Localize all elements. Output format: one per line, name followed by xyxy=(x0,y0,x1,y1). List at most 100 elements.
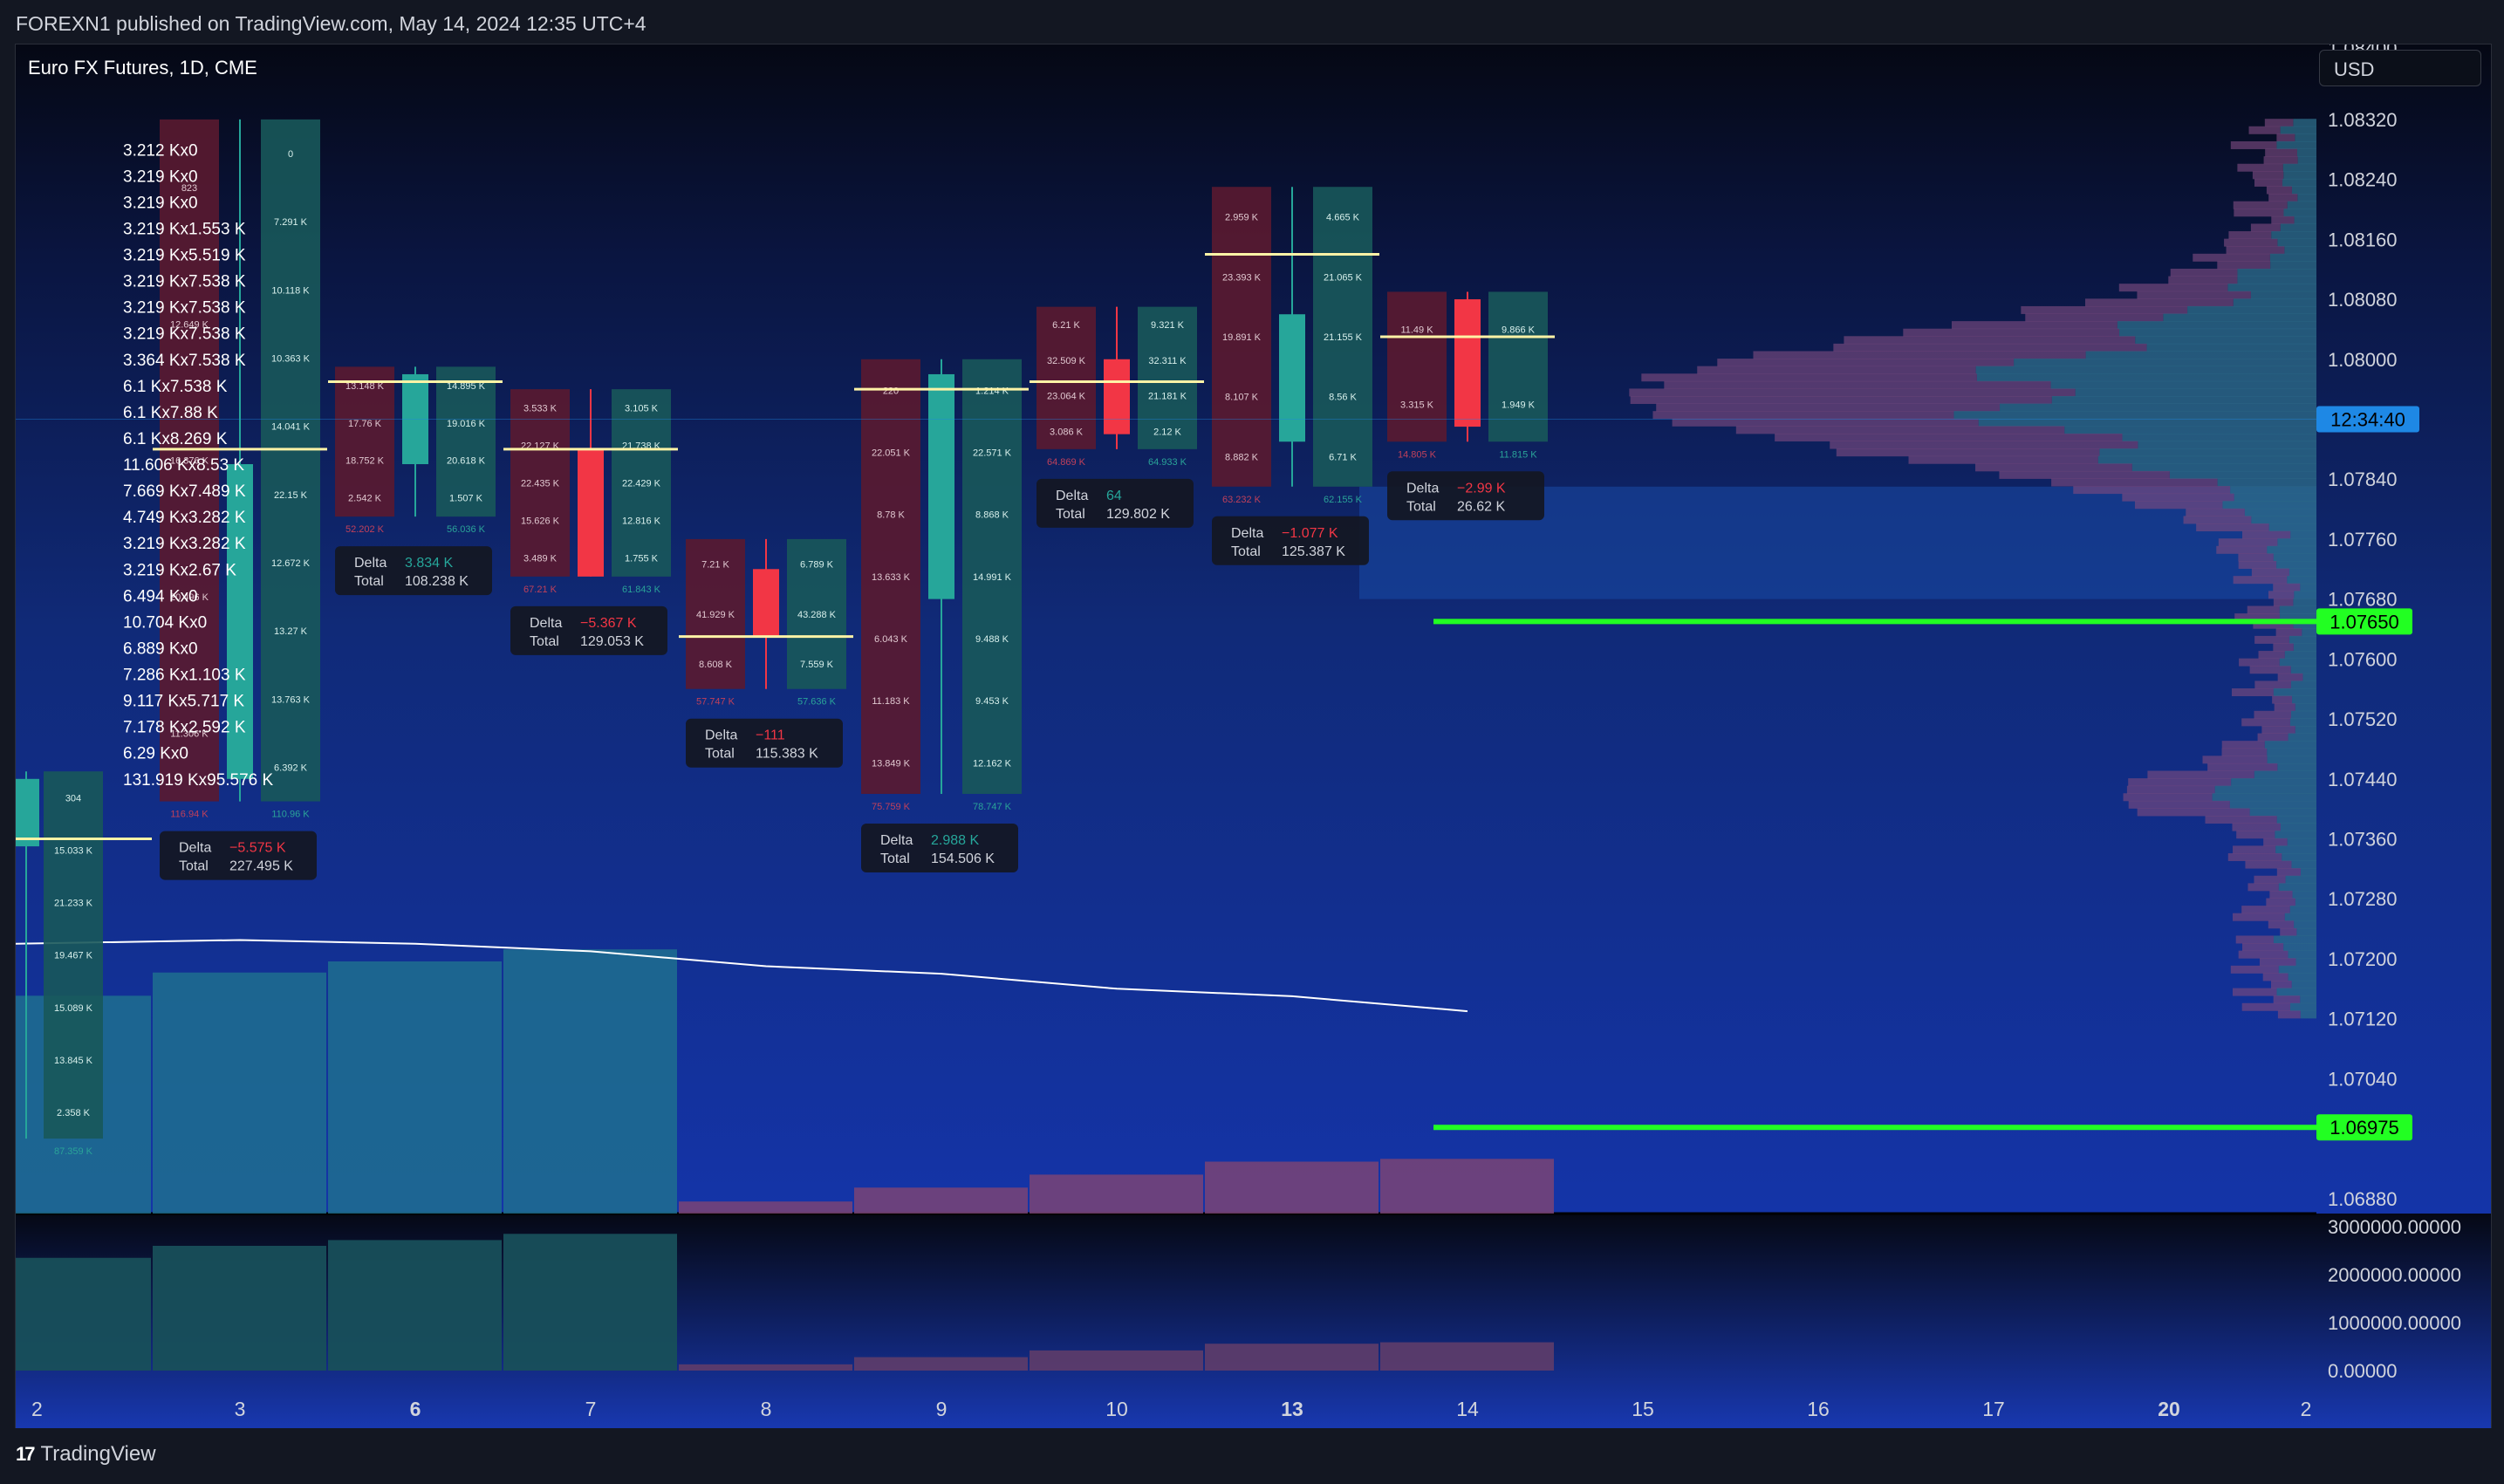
profile-sell-bar xyxy=(2184,516,2252,523)
profile-buy-bar xyxy=(2301,1010,2316,1018)
sell-cell: 22.435 K xyxy=(521,479,560,489)
profile-sell-bar xyxy=(2273,643,2293,651)
profile-sell-bar xyxy=(2239,951,2288,959)
brand-name: TradingView xyxy=(40,1442,155,1467)
delta-label: Delta xyxy=(1406,481,1439,496)
profile-sell-bar xyxy=(2271,981,2292,988)
profile-sell-bar xyxy=(2277,868,2301,876)
ladder-row: 6.494 Kx0 xyxy=(123,587,198,605)
profile-buy-bar xyxy=(1953,411,2316,419)
profile-buy-bar xyxy=(2302,674,2316,681)
time-tick: 13 xyxy=(1281,1398,1303,1420)
buy-cell: 21.065 K xyxy=(1324,272,1363,283)
delta-value: −5.367 K xyxy=(580,616,637,631)
profile-buy-bar xyxy=(2301,868,2316,876)
ladder-row: 3.219 Kx7.538 K xyxy=(123,299,246,318)
ladder-row: 3.219 Kx1.553 K xyxy=(123,220,246,238)
buy-cell: 15.033 K xyxy=(54,845,93,856)
delta-label: Delta xyxy=(705,728,737,743)
time-tick: 17 xyxy=(1982,1398,2005,1420)
sell-cell: 6.21 K xyxy=(1052,320,1080,331)
profile-buy-bar xyxy=(2275,845,2316,853)
profile-sell-bar xyxy=(2216,546,2267,554)
profile-sell-bar xyxy=(2259,651,2285,659)
profile-sell-bar xyxy=(2263,838,2287,846)
profile-buy-bar xyxy=(2297,194,2316,202)
sell-total: 63.232 K xyxy=(1222,495,1262,505)
profile-buy-bar xyxy=(2132,463,2316,471)
profile-buy-bar xyxy=(2291,711,2316,719)
ladder-row: 3.219 Kx0 xyxy=(123,168,198,186)
price-tick: 1.07840 xyxy=(2328,468,2398,490)
buy-total: 11.815 K xyxy=(1499,449,1537,460)
profile-sell-bar xyxy=(2274,995,2301,1003)
buy-cell: 21.233 K xyxy=(54,899,93,909)
candle-body xyxy=(578,449,604,577)
profile-sell-bar xyxy=(2232,688,2274,696)
profile-sell-bar xyxy=(2025,314,2163,322)
profile-buy-bar xyxy=(2281,223,2316,231)
profile-buy-bar xyxy=(2051,381,2316,389)
candle-body xyxy=(16,779,39,846)
profile-sell-bar xyxy=(2249,127,2281,134)
chart-frame[interactable]: 304 15.033 K 21.233 K 19.467 K 15.089 K 13.84… xyxy=(15,44,2492,1430)
profile-buy-bar xyxy=(2254,771,2316,779)
time-tick: 9 xyxy=(936,1398,948,1420)
profile-buy-bar xyxy=(2288,734,2316,742)
profile-buy-bar xyxy=(2280,659,2316,667)
profile-sell-bar xyxy=(1673,419,1979,427)
buy-cell: 9.453 K xyxy=(975,696,1009,707)
sell-total: 57.747 K xyxy=(696,697,735,708)
ladder-row: 6.1 Kx7.538 K xyxy=(123,378,228,396)
volume-bar xyxy=(679,1364,852,1371)
buy-cell: 9.321 K xyxy=(1151,320,1185,331)
sell-cell: 19.891 K xyxy=(1222,332,1262,343)
profile-sell-bar xyxy=(2231,141,2277,149)
profile-buy-bar xyxy=(2293,598,2316,606)
buy-cell: 10.363 K xyxy=(271,353,311,364)
time-tick: 2 xyxy=(2301,1398,2312,1420)
buy-cell: 304 xyxy=(65,793,81,804)
profile-sell-bar xyxy=(2276,628,2302,636)
tradingview-brand[interactable]: 17 TradingView xyxy=(16,1442,156,1467)
profile-buy-bar xyxy=(2267,546,2316,554)
symbol-title[interactable]: Euro FX Futures, 1D, CME xyxy=(28,57,257,79)
profile-buy-bar xyxy=(2282,179,2316,187)
total-label: Total xyxy=(1406,499,1436,514)
price-tick: 1.07200 xyxy=(2328,948,2398,970)
current-time-label: 12:34:40 xyxy=(2330,408,2405,430)
session-volume-column xyxy=(503,949,677,1214)
profile-sell-bar xyxy=(2265,119,2294,127)
profile-sell-bar xyxy=(2272,696,2292,704)
ladder-row: 3.212 Kx0 xyxy=(123,141,198,160)
time-tick: 3 xyxy=(235,1398,246,1420)
profile-buy-bar xyxy=(2275,831,2316,838)
sell-cell: 7.21 K xyxy=(701,560,729,571)
sell-cell: 3.086 K xyxy=(1050,427,1084,437)
profile-sell-bar xyxy=(2273,584,2300,592)
profile-sell-bar xyxy=(1697,366,1975,374)
day-footprint-7: 3.533 K22.127 K22.435 K15.626 K3.489 K67… xyxy=(503,389,678,655)
profile-sell-bar xyxy=(2268,920,2294,928)
profile-buy-bar xyxy=(1977,373,2316,381)
profile-sell-bar xyxy=(1903,329,2119,337)
profile-buy-bar xyxy=(2251,291,2316,299)
profile-buy-bar xyxy=(2250,808,2316,816)
profile-sell-bar xyxy=(2278,674,2303,681)
profile-sell-bar xyxy=(1652,411,1953,419)
price-tick: 1.07040 xyxy=(2328,1068,2398,1090)
total-label: Total xyxy=(530,634,559,649)
profile-buy-bar xyxy=(2270,254,2316,262)
price-tick: 1.08000 xyxy=(2328,349,2398,371)
profile-sell-bar xyxy=(2268,194,2297,202)
profile-buy-bar xyxy=(2230,486,2316,494)
profile-sell-bar xyxy=(2168,277,2237,284)
profile-buy-bar xyxy=(2135,336,2316,344)
profile-buy-bar xyxy=(2064,426,2316,434)
chart-canvas[interactable]: 304 15.033 K 21.233 K 19.467 K 15.089 K 13.84… xyxy=(16,44,2491,1429)
time-tick: 10 xyxy=(1105,1398,1128,1420)
currency-selector[interactable]: USD xyxy=(2319,50,2481,86)
profile-buy-bar xyxy=(2276,141,2316,149)
profile-buy-bar xyxy=(2293,119,2316,127)
profile-sell-bar xyxy=(2250,666,2291,674)
